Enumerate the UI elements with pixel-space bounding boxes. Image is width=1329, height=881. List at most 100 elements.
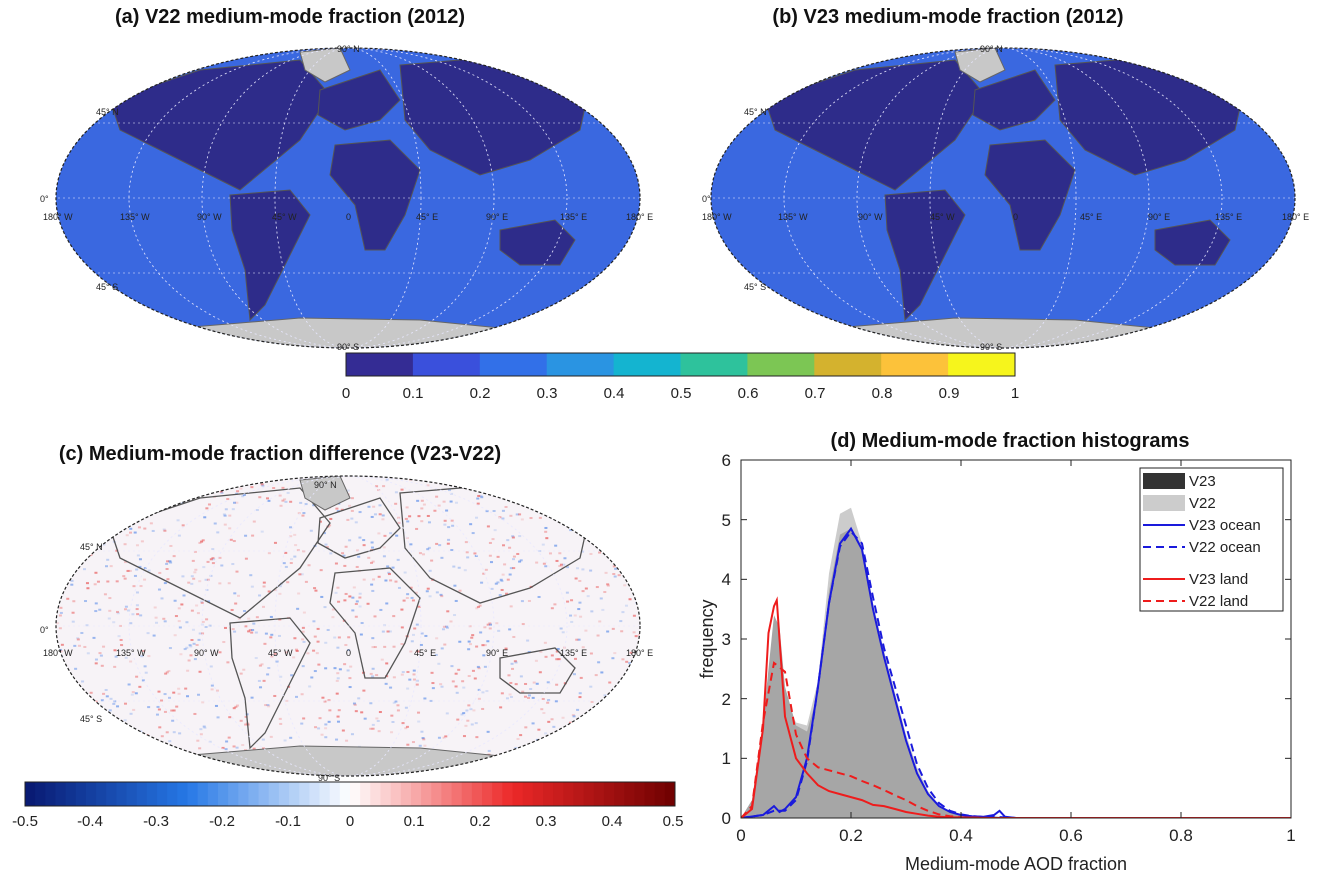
- difference-pixel: [294, 544, 298, 547]
- difference-pixel: [151, 529, 155, 532]
- difference-pixel: [115, 549, 119, 552]
- difference-pixel: [579, 676, 583, 679]
- difference-pixel: [430, 559, 434, 562]
- difference-pixel: [625, 660, 629, 663]
- difference-pixel: [66, 499, 70, 502]
- difference-pixel: [514, 746, 518, 749]
- difference-pixel: [198, 541, 202, 544]
- difference-pixel: [362, 689, 366, 692]
- difference-pixel: [355, 600, 359, 603]
- difference-pixel: [445, 712, 449, 715]
- difference-pixel: [83, 556, 87, 559]
- difference-pixel: [421, 553, 425, 556]
- difference-pixel: [427, 546, 431, 549]
- difference-pixel: [496, 555, 500, 558]
- difference-pixel: [340, 508, 344, 511]
- cbar2-segment: [65, 782, 77, 806]
- difference-pixel: [86, 587, 90, 590]
- difference-pixel: [80, 631, 84, 634]
- difference-pixel: [627, 562, 631, 565]
- difference-pixel: [109, 500, 113, 503]
- difference-pixel: [126, 728, 130, 731]
- difference-pixel: [93, 518, 97, 521]
- cbar1-tick-6: 0.6: [738, 385, 759, 402]
- cbar2-segment: [167, 782, 178, 806]
- difference-pixel: [197, 489, 201, 492]
- difference-pixel: [258, 594, 262, 597]
- difference-pixel: [269, 615, 273, 618]
- difference-pixel: [314, 726, 318, 729]
- difference-pixel: [252, 622, 256, 625]
- difference-pixel: [516, 552, 520, 555]
- difference-pixel: [476, 605, 480, 608]
- difference-pixel: [405, 725, 409, 728]
- difference-pixel: [260, 483, 264, 486]
- difference-pixel: [94, 662, 98, 665]
- difference-pixel: [541, 697, 545, 700]
- difference-pixel: [298, 573, 302, 576]
- difference-pixel: [184, 687, 188, 690]
- difference-pixel: [543, 641, 547, 644]
- difference-pixel: [254, 657, 258, 660]
- difference-pixel: [318, 520, 322, 523]
- difference-pixel: [367, 556, 371, 559]
- map-c-border: [55, 475, 641, 777]
- difference-pixel: [319, 569, 323, 572]
- difference-pixel: [284, 651, 288, 654]
- difference-pixel: [203, 516, 207, 519]
- difference-pixel: [132, 585, 136, 588]
- difference-pixel: [191, 559, 195, 562]
- difference-pixel: [106, 580, 110, 583]
- difference-pixel: [60, 702, 64, 705]
- y-tick-label-0: 0: [722, 809, 731, 828]
- difference-pixel: [59, 581, 63, 584]
- difference-pixel: [121, 521, 125, 524]
- difference-pixel: [627, 575, 631, 578]
- difference-pixel: [59, 606, 63, 609]
- difference-pixel: [534, 744, 538, 747]
- difference-pixel: [431, 687, 435, 690]
- difference-pixel: [412, 678, 416, 681]
- difference-pixel: [555, 487, 559, 490]
- difference-pixel: [149, 482, 153, 485]
- difference-pixel: [322, 532, 326, 535]
- difference-pixel: [247, 617, 251, 620]
- difference-pixel: [600, 765, 604, 768]
- difference-pixel: [74, 544, 78, 547]
- difference-pixel: [454, 501, 458, 504]
- difference-pixel: [170, 756, 174, 759]
- difference-pixel: [520, 492, 524, 495]
- difference-pixel: [487, 749, 491, 752]
- difference-pixel: [231, 563, 235, 566]
- difference-pixel: [281, 499, 285, 502]
- difference-pixel: [544, 526, 548, 529]
- difference-pixel: [60, 733, 64, 736]
- difference-pixel: [94, 481, 98, 484]
- difference-pixel: [639, 754, 640, 757]
- cbar2-segment: [238, 782, 249, 806]
- difference-pixel: [435, 637, 439, 640]
- difference-pixel: [465, 709, 469, 712]
- difference-pixel: [185, 646, 189, 649]
- difference-pixel: [499, 578, 503, 581]
- difference-pixel: [634, 762, 638, 765]
- difference-pixel: [172, 555, 176, 558]
- difference-pixel: [406, 593, 410, 596]
- cbar2-segment: [654, 782, 666, 806]
- difference-pixel: [198, 632, 202, 635]
- difference-pixel: [508, 573, 512, 576]
- difference-pixel: [309, 529, 313, 532]
- difference-pixel: [69, 749, 73, 752]
- map-a-border: [55, 47, 641, 349]
- difference-pixel: [378, 711, 382, 714]
- y-tick-label-4: 4: [722, 570, 731, 589]
- difference-pixel: [77, 751, 81, 754]
- difference-pixel: [350, 497, 354, 500]
- difference-pixel: [417, 605, 421, 608]
- map-c-graticule: [56, 476, 640, 776]
- x-tick-label-0: 0: [736, 826, 745, 845]
- difference-pixel: [252, 520, 256, 523]
- difference-pixel: [181, 575, 185, 578]
- difference-pixel: [371, 675, 375, 678]
- difference-pixel: [428, 569, 432, 572]
